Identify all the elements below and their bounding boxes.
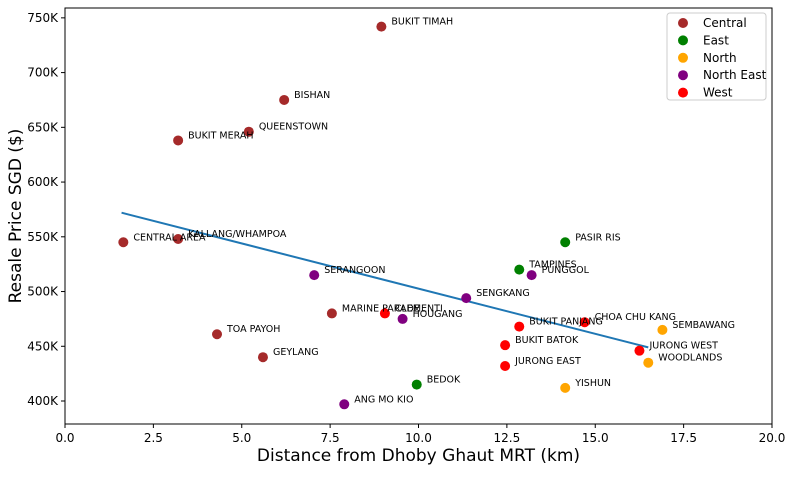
point-label-sembawang: SEMBAWANG <box>672 320 735 331</box>
point-label-hougang: HOUGANG <box>413 309 463 320</box>
point-kallang-whampoa <box>173 233 184 244</box>
legend-label-east: East <box>703 33 729 47</box>
x-axis-title: Distance from Dhoby Ghaut MRT (km) <box>257 446 580 466</box>
point-ang-mo-kio <box>339 399 350 410</box>
point-serangoon <box>309 270 320 281</box>
point-punggol <box>526 270 537 281</box>
point-label-bukit-merah: BUKIT MERAH <box>188 130 253 141</box>
point-label-bishan: BISHAN <box>294 90 330 101</box>
point-bukit-merah <box>173 135 184 146</box>
x-tick-label: 15.0 <box>582 431 609 445</box>
trendline <box>121 211 649 349</box>
point-tampines <box>514 264 525 275</box>
x-tick-label: 20.0 <box>759 431 786 445</box>
point-label-bukit-panjang: BUKIT PANJANG <box>529 317 603 328</box>
point-label-pasir-ris: PASIR RIS <box>575 232 621 243</box>
legend-box <box>666 12 767 101</box>
point-label-geylang: GEYLANG <box>273 347 319 358</box>
y-tick-label: 400K <box>27 394 59 408</box>
x-tick-label: 7.5 <box>321 431 340 445</box>
point-label-central-area: CENTRAL AREA <box>133 232 206 243</box>
y-axis-title: Resale Price SGD ($) <box>6 129 26 304</box>
y-tick-label: 600K <box>27 175 59 189</box>
legend-label-north: North <box>703 51 737 65</box>
point-label-jurong-west: JURONG WEST <box>648 341 718 352</box>
y-tick-label: 550K <box>27 230 59 244</box>
x-tick-label: 10.0 <box>405 431 432 445</box>
y-axis-ticks: 400K 450K 500K 550K 600K 650K 700K 750K <box>27 11 65 408</box>
legend-label-central: Central <box>703 16 747 30</box>
point-label-choa-chu-kang: CHOA CHU KANG <box>595 312 676 323</box>
x-tick-label: 2.5 <box>144 431 163 445</box>
point-toa-payoh <box>212 329 223 340</box>
legend: Central East North North East West <box>666 12 767 101</box>
point-bukit-panjang <box>514 321 525 332</box>
legend-label-west: West <box>703 86 733 100</box>
x-tick-label: 0.0 <box>55 431 74 445</box>
point-label-bukit-timah: BUKIT TIMAH <box>391 17 453 28</box>
point-label-woodlands: WOODLANDS <box>658 353 722 364</box>
plot-area <box>65 8 772 424</box>
x-tick-label: 5.0 <box>232 431 251 445</box>
point-bukit-batok <box>500 340 511 351</box>
point-woodlands <box>643 357 654 368</box>
x-tick-label: 17.5 <box>670 431 697 445</box>
y-tick-label: 700K <box>27 66 59 80</box>
point-label-jurong-east: JURONG EAST <box>514 356 581 367</box>
trendline-layer <box>121 211 649 349</box>
point-label-kallang-whampoa: KALLANG/WHAMPOA <box>188 229 287 240</box>
point-label-punggol: PUNGGOL <box>542 265 590 276</box>
point-jurong-west <box>634 345 645 356</box>
y-tick-label: 650K <box>27 120 59 134</box>
point-jurong-east <box>500 360 511 371</box>
legend-marker-north-east <box>678 70 688 81</box>
point-labels-layer: BUKIT TIMAH BISHAN QUEENSTOWN BUKIT MERAH CE… <box>133 17 735 406</box>
legend-marker-west <box>678 87 688 98</box>
point-label-tampines: TAMPINES <box>528 260 576 271</box>
point-label-marine-parade: MARINE PARADE <box>342 303 420 314</box>
y-tick-label: 750K <box>27 11 59 25</box>
point-bukit-timah <box>376 21 387 32</box>
legend-marker-north <box>678 52 688 63</box>
point-central-area <box>118 237 129 248</box>
point-label-bedok: BEDOK <box>427 375 461 386</box>
point-hougang <box>397 313 408 324</box>
points-layer <box>118 21 668 410</box>
legend-marker-east <box>678 35 688 46</box>
point-pasir-ris <box>560 237 571 248</box>
point-label-bukit-batok: BUKIT BATOK <box>515 335 579 346</box>
y-tick-label: 500K <box>27 285 59 299</box>
point-label-queenstown: QUEENSTOWN <box>259 122 328 133</box>
point-bedok <box>411 379 422 390</box>
point-label-clementi: CLEMENTI <box>395 303 443 314</box>
legend-label-north-east: North East <box>703 68 767 82</box>
point-yishun <box>560 382 571 393</box>
point-clementi <box>379 308 390 319</box>
point-bishan <box>279 94 290 105</box>
legend-marker-central <box>678 18 688 28</box>
point-queenstown <box>243 126 254 137</box>
point-label-ang-mo-kio: ANG MO KIO <box>354 394 413 405</box>
point-label-serangoon: SERANGOON <box>324 265 385 276</box>
point-geylang <box>257 352 268 363</box>
x-tick-label: 12.5 <box>494 431 521 445</box>
point-marine-parade <box>326 308 337 319</box>
point-label-toa-payoh: TOA PAYOH <box>226 324 280 335</box>
point-label-sengkang: SENGKANG <box>476 288 530 299</box>
x-axis-ticks: 0.0 2.5 5.0 7.5 10.0 12.5 15.0 17.5 20.0 <box>55 424 785 445</box>
point-choa-chu-kang <box>579 317 590 328</box>
y-tick-label: 450K <box>27 339 59 353</box>
point-sengkang <box>461 293 472 304</box>
point-sembawang <box>657 324 668 335</box>
point-label-yishun: YISHUN <box>574 378 611 389</box>
